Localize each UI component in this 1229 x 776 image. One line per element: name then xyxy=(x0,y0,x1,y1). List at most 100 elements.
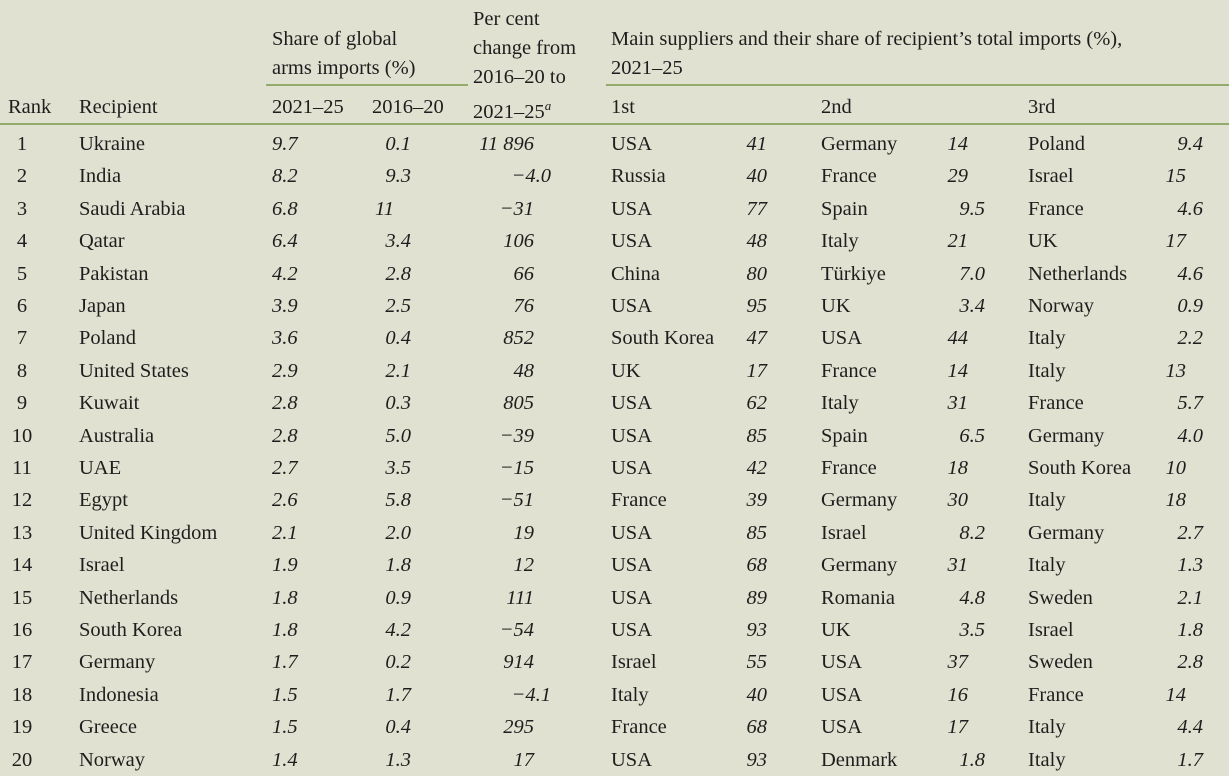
table-row: 5 Pakistan 4.2 2.8 66 China 80 Türkiye 7.0 Nether… xyxy=(0,258,1229,290)
share-2021-cell: 1.5 xyxy=(272,716,298,739)
supplier-2-share-cell: 31 xyxy=(947,392,969,415)
percent-change-cell: 852 xyxy=(503,327,534,350)
supplier-3-share-cell: 2.2 xyxy=(1177,327,1203,350)
supplier-1-share-cell: 93 xyxy=(746,748,768,771)
supplier-3-share-cell: 1.3 xyxy=(1177,554,1203,577)
table-row: 18 Indonesia 1.5 1.7 −4.1 Italy 40 USA 16 France 1… xyxy=(0,679,1229,711)
supplier-2-cell: Germany xyxy=(821,489,898,512)
supplier-1-cell: France xyxy=(611,489,667,512)
share-2016-cell: 3.4 xyxy=(385,230,411,253)
supplier-2-cell: France xyxy=(821,359,877,382)
supplier-1-cell: USA xyxy=(611,554,653,577)
table-row: 2 India 8.2 9.3 −4.0 Russia 40 France 29 Israel 15 xyxy=(0,160,1229,192)
supplier-3-cell: Italy xyxy=(1028,489,1066,512)
header-rule xyxy=(0,123,1229,125)
supplier-1-cell: Israel xyxy=(611,651,657,674)
share-2021-cell: 1.9 xyxy=(272,554,298,577)
supplier-3-share-cell: 18 xyxy=(1165,489,1187,512)
change-header-line3: 2016–20 to xyxy=(473,66,566,88)
share-2016-cell: 2.8 xyxy=(385,262,411,285)
supplier-1-share-cell: 55 xyxy=(746,651,768,674)
share-2021-cell: 1.4 xyxy=(272,748,298,771)
table-row: 14 Israel 1.9 1.8 12 USA 68 Germany 31 Italy 1.3 xyxy=(0,549,1229,581)
supplier-2-share-cell: 16 xyxy=(947,683,969,706)
share-group-header-line1: Share of global xyxy=(272,28,398,50)
supplier-2-cell: Romania xyxy=(821,586,896,609)
percent-change-cell: −4.1 xyxy=(511,683,551,706)
change-header-line2: change from xyxy=(473,37,577,59)
supplier-3-share-cell: 0.9 xyxy=(1177,295,1203,317)
share-2016-cell: 11 xyxy=(375,197,394,220)
share-2021-cell: 1.5 xyxy=(272,683,298,706)
table-row: 13 United Kingdom 2.1 2.0 19 USA 85 Israel 8.2 Ge… xyxy=(0,517,1229,549)
recipient-cell: Japan xyxy=(79,295,126,317)
percent-change-cell: −31 xyxy=(499,197,534,220)
supplier-3-cell: France xyxy=(1028,683,1084,706)
supplier-1-share-cell: 17 xyxy=(746,359,768,382)
share-2016-cell: 1.3 xyxy=(385,748,411,771)
footnote-marker: a xyxy=(544,98,552,113)
supplier-2-cell: USA xyxy=(821,651,863,674)
supplier-1-share-cell: 77 xyxy=(746,197,768,220)
percent-change-cell: −54 xyxy=(499,619,534,641)
change-header-period: 2021–25 xyxy=(473,100,545,123)
share-2021-cell: 3.9 xyxy=(272,295,298,317)
table-row: 6 Japan 3.9 2.5 76 USA 95 UK 3.4 Norway 0.9 xyxy=(0,290,1229,322)
supplier-2-cell: Denmark xyxy=(821,748,898,771)
supplier-3-cell: Italy xyxy=(1028,554,1066,577)
rank-cell: 7 xyxy=(16,327,28,350)
rank-cell: 9 xyxy=(16,392,28,415)
percent-change-cell: 111 xyxy=(506,586,534,609)
supplier-2-share-cell: 8.2 xyxy=(959,521,985,544)
rank-cell: 10 xyxy=(11,424,33,447)
supplier-2-share-cell: 30 xyxy=(947,489,969,512)
supplier-2-share-cell: 18 xyxy=(947,457,969,479)
supplier-1-cell: USA xyxy=(611,457,653,479)
supplier-3-cell: France xyxy=(1028,392,1084,415)
share-2016-cell: 2.1 xyxy=(385,359,411,382)
supplier-1-cell: France xyxy=(611,716,667,739)
supplier-2-share-cell: 31 xyxy=(947,554,969,577)
percent-change-cell: −4.0 xyxy=(511,165,551,188)
recipient-cell: Israel xyxy=(79,554,125,577)
share-2021-cell: 1.7 xyxy=(272,651,298,674)
share-2021-cell: 2.6 xyxy=(272,489,298,512)
supplier-2-share-cell: 21 xyxy=(947,230,969,253)
supplier-2-share-cell: 7.0 xyxy=(959,262,985,285)
table-row: 10 Australia 2.8 5.0 −39 USA 85 Spain 6.5 Germany… xyxy=(0,420,1229,452)
supplier-1-cell: UK xyxy=(611,359,641,382)
supplier-1-share-cell: 89 xyxy=(746,586,768,609)
recipient-cell: Indonesia xyxy=(79,683,159,706)
share-2016-cell: 1.7 xyxy=(385,683,411,706)
rank-cell: 19 xyxy=(11,716,33,739)
supplier-2-cell: USA xyxy=(821,327,863,350)
recipient-cell: United Kingdom xyxy=(79,521,218,544)
change-header-line4: 2021–25a xyxy=(473,94,551,124)
supplier-2-cell: Italy xyxy=(821,230,859,253)
recipient-cell: Saudi Arabia xyxy=(79,197,186,220)
supplier-3-cell: South Korea xyxy=(1028,457,1132,479)
supplier-2-cell: Türkiye xyxy=(821,262,886,285)
percent-change-cell: 66 xyxy=(513,262,535,285)
supplier-2-cell: USA xyxy=(821,716,863,739)
recipient-cell: Kuwait xyxy=(79,392,140,415)
supplier-2-share-cell: 29 xyxy=(947,165,969,188)
supplier-3-share-cell: 13 xyxy=(1165,359,1187,382)
rank-cell: 15 xyxy=(11,586,33,609)
rank-header: Rank xyxy=(8,96,52,118)
recipient-header: Recipient xyxy=(79,96,158,118)
percent-change-cell: 805 xyxy=(503,392,534,415)
supplier-3-share-cell: 4.0 xyxy=(1177,424,1203,447)
share-2021-cell: 9.7 xyxy=(272,133,298,155)
percent-change-cell: 19 xyxy=(513,521,535,544)
share-2016-cell: 2.5 xyxy=(385,295,411,317)
recipient-cell: Pakistan xyxy=(79,262,149,285)
supplier-1-cell: USA xyxy=(611,230,653,253)
percent-change-cell: 76 xyxy=(513,295,535,317)
supplier-3-share-cell: 2.7 xyxy=(1177,521,1203,544)
supplier-3-cell: France xyxy=(1028,197,1084,220)
share-group-header-line2: arms imports (%) xyxy=(272,57,416,79)
rank-cell: 13 xyxy=(11,521,33,544)
supplier-3-cell: Italy xyxy=(1028,716,1066,739)
share-2016-cell: 5.0 xyxy=(385,424,411,447)
